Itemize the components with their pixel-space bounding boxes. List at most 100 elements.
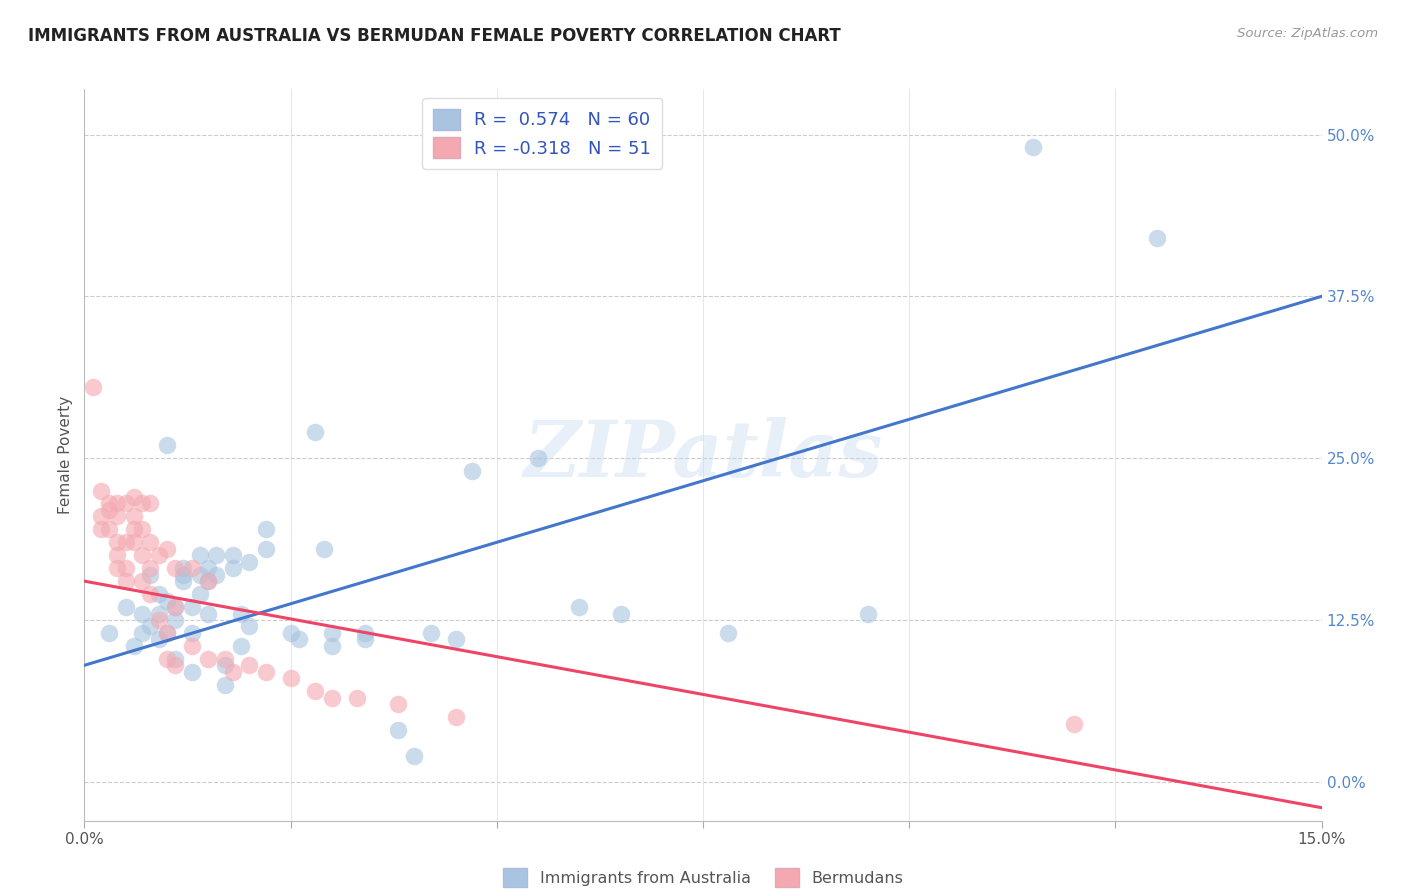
- Point: [180, 639, 202, 653]
- Point: [139, 561, 162, 575]
- Point: [90, 522, 112, 536]
- Point: [856, 607, 879, 621]
- Point: [254, 522, 277, 536]
- Point: [114, 574, 136, 589]
- Point: [188, 548, 211, 562]
- Text: ZIPatlas: ZIPatlas: [523, 417, 883, 493]
- Point: [205, 567, 228, 582]
- Point: [148, 607, 170, 621]
- Point: [609, 607, 631, 621]
- Point: [353, 632, 375, 647]
- Point: [148, 587, 170, 601]
- Point: [188, 567, 211, 582]
- Point: [254, 541, 277, 556]
- Point: [105, 561, 128, 575]
- Point: [139, 535, 162, 549]
- Point: [131, 496, 153, 510]
- Point: [205, 548, 228, 562]
- Point: [214, 652, 236, 666]
- Point: [419, 626, 441, 640]
- Point: [229, 639, 252, 653]
- Text: IMMIGRANTS FROM AUSTRALIA VS BERMUDAN FEMALE POVERTY CORRELATION CHART: IMMIGRANTS FROM AUSTRALIA VS BERMUDAN FE…: [28, 27, 841, 45]
- Point: [105, 496, 128, 510]
- Point: [90, 483, 112, 498]
- Point: [131, 626, 153, 640]
- Point: [238, 555, 260, 569]
- Point: [1022, 140, 1045, 154]
- Point: [180, 665, 202, 679]
- Point: [156, 626, 179, 640]
- Point: [717, 626, 740, 640]
- Point: [238, 619, 260, 633]
- Point: [280, 626, 302, 640]
- Point: [280, 671, 302, 685]
- Point: [254, 665, 277, 679]
- Point: [156, 541, 179, 556]
- Point: [148, 613, 170, 627]
- Point: [172, 567, 194, 582]
- Point: [105, 548, 128, 562]
- Point: [222, 665, 245, 679]
- Point: [527, 451, 550, 466]
- Point: [197, 652, 219, 666]
- Point: [122, 522, 145, 536]
- Point: [122, 535, 145, 549]
- Point: [238, 658, 260, 673]
- Legend: Immigrants from Australia, Bermudans: Immigrants from Australia, Bermudans: [496, 862, 910, 892]
- Point: [222, 548, 245, 562]
- Point: [197, 574, 219, 589]
- Point: [114, 535, 136, 549]
- Point: [165, 600, 187, 615]
- Point: [180, 561, 202, 575]
- Point: [98, 626, 121, 640]
- Point: [165, 561, 187, 575]
- Point: [165, 600, 187, 615]
- Point: [404, 748, 426, 763]
- Point: [321, 639, 343, 653]
- Point: [197, 574, 219, 589]
- Point: [197, 607, 219, 621]
- Point: [156, 652, 179, 666]
- Point: [82, 380, 104, 394]
- Point: [180, 600, 202, 615]
- Point: [165, 652, 187, 666]
- Point: [1146, 231, 1168, 245]
- Point: [214, 678, 236, 692]
- Point: [139, 587, 162, 601]
- Point: [122, 490, 145, 504]
- Point: [444, 632, 467, 647]
- Point: [172, 574, 194, 589]
- Point: [172, 561, 194, 575]
- Point: [197, 561, 219, 575]
- Point: [461, 464, 484, 478]
- Y-axis label: Female Poverty: Female Poverty: [58, 396, 73, 514]
- Point: [105, 509, 128, 524]
- Text: Source: ZipAtlas.com: Source: ZipAtlas.com: [1237, 27, 1378, 40]
- Point: [98, 496, 121, 510]
- Point: [1063, 716, 1085, 731]
- Point: [229, 607, 252, 621]
- Point: [312, 541, 335, 556]
- Point: [98, 503, 121, 517]
- Point: [346, 690, 368, 705]
- Point: [131, 574, 153, 589]
- Point: [353, 626, 375, 640]
- Point: [568, 600, 591, 615]
- Point: [90, 509, 112, 524]
- Point: [156, 626, 179, 640]
- Point: [105, 535, 128, 549]
- Point: [139, 496, 162, 510]
- Point: [156, 438, 179, 452]
- Point: [188, 587, 211, 601]
- Point: [321, 626, 343, 640]
- Point: [180, 626, 202, 640]
- Point: [214, 658, 236, 673]
- Point: [304, 684, 326, 698]
- Point: [139, 619, 162, 633]
- Point: [114, 496, 136, 510]
- Point: [131, 548, 153, 562]
- Point: [156, 593, 179, 607]
- Point: [131, 607, 153, 621]
- Point: [148, 632, 170, 647]
- Point: [304, 425, 326, 440]
